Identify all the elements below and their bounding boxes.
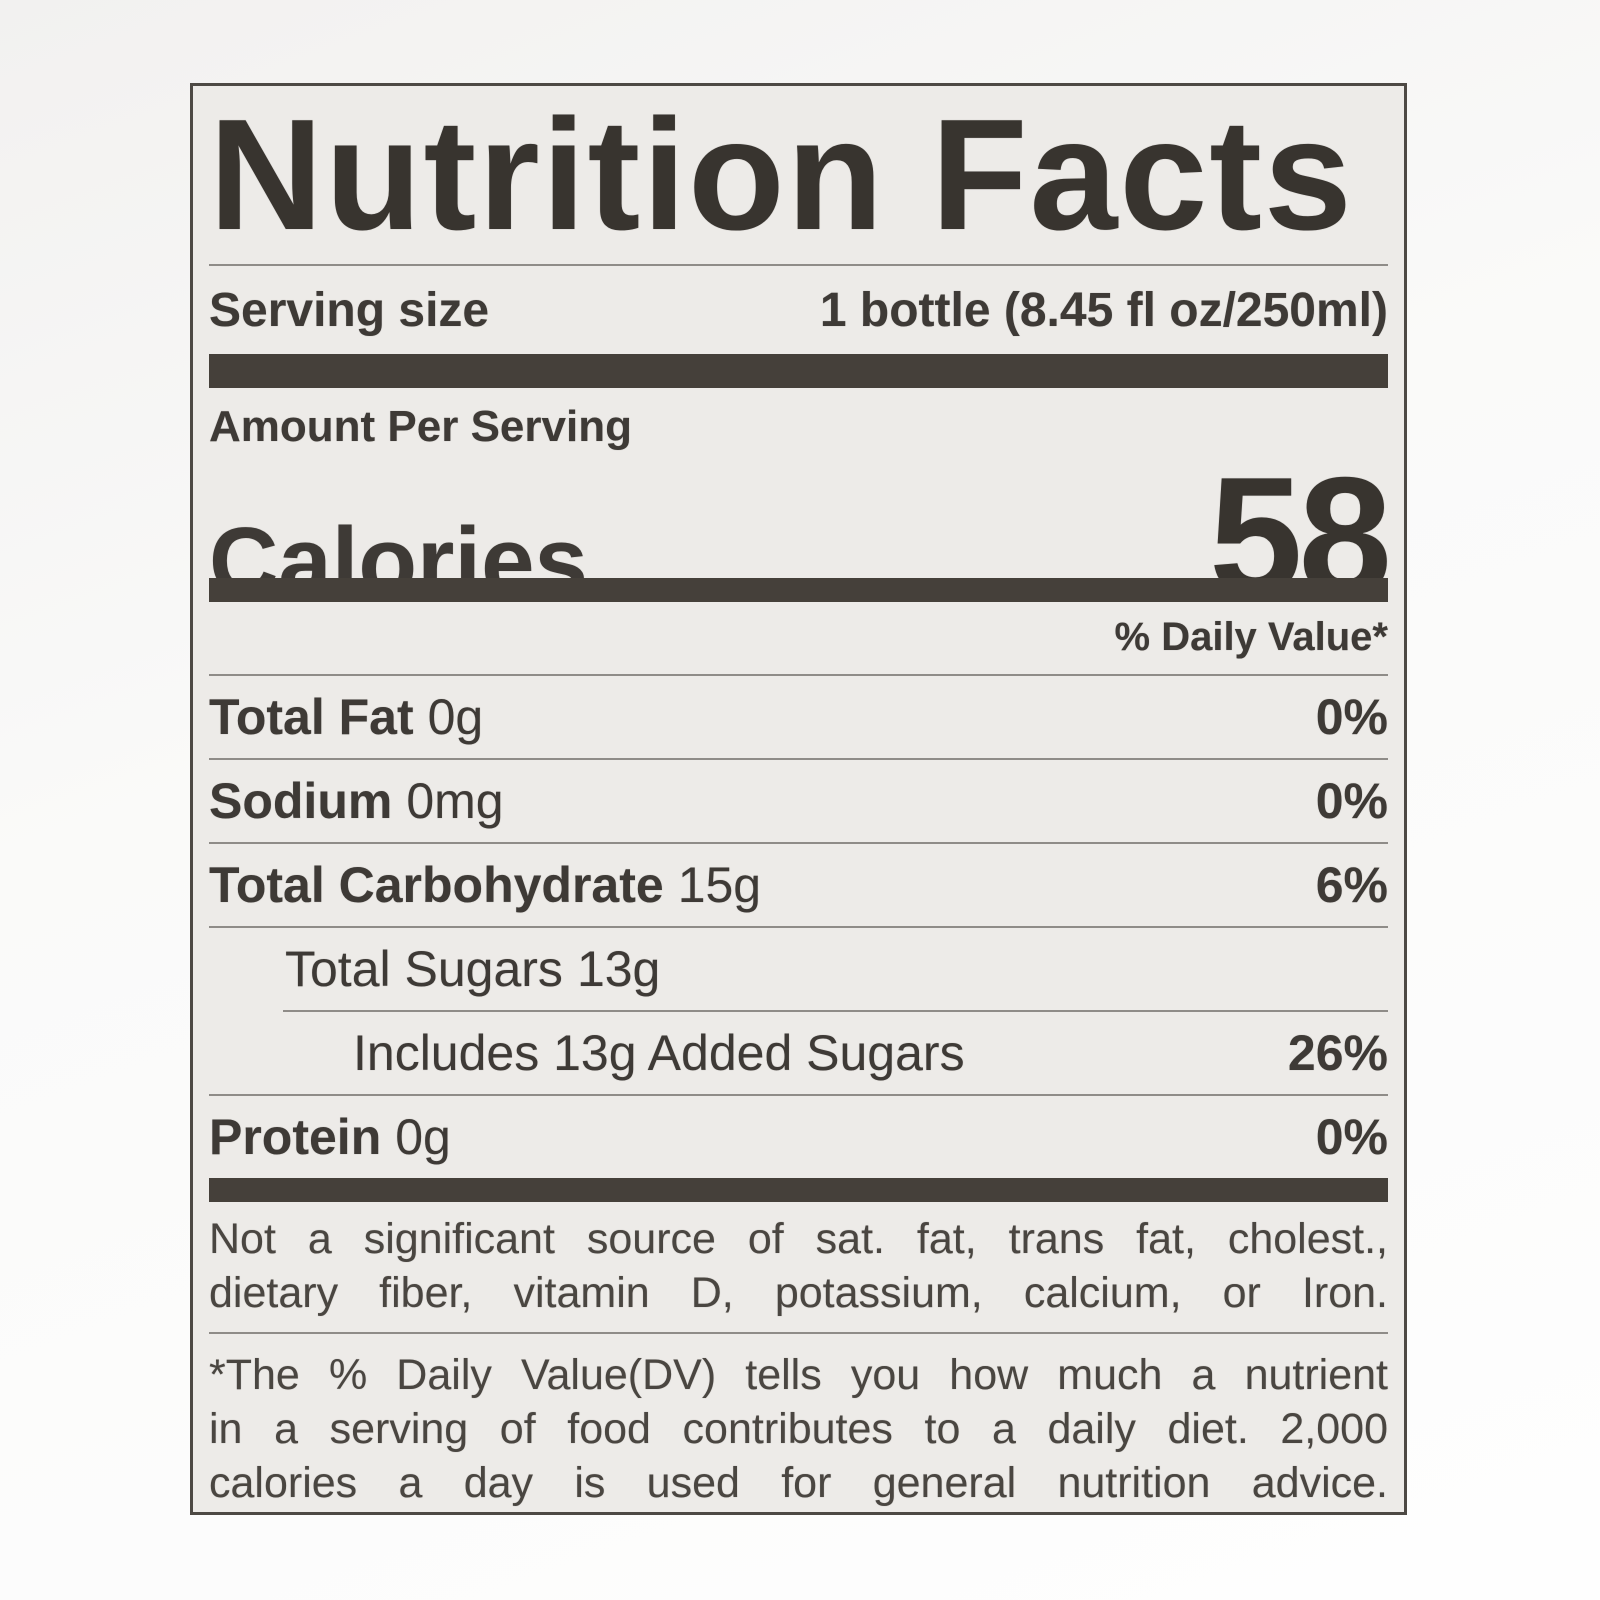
label-title: Nutrition Facts [209, 87, 1354, 263]
nutrient-daily-value: 26% [1287, 1025, 1388, 1081]
nutrition-facts-label: Nutrition Facts Serving size 1 bottle (8… [190, 83, 1407, 1515]
divider [209, 674, 1388, 676]
daily-value-header: % Daily Value* [1114, 615, 1388, 659]
divider-under-title [209, 264, 1388, 266]
thick-divider-bar-bottom [209, 1178, 1388, 1202]
nutrient-row-protein: Protein 0g 0% [209, 1096, 1388, 1178]
nutrient-row-total-fat: Total Fat 0g 0% [209, 676, 1388, 758]
amount-per-serving-label: Amount Per Serving [209, 402, 632, 451]
nutrient-amount: 0g [395, 1109, 451, 1165]
nutrient-row-sodium: Sodium 0mg 0% [209, 760, 1388, 842]
serving-size-label: Serving size [209, 283, 490, 337]
divider [209, 842, 1388, 844]
footnote-line: calories a day is used for general nutri… [209, 1459, 1388, 1507]
nutrient-amount: 0mg [406, 773, 504, 829]
divider-bar-under-calories [209, 578, 1388, 602]
divider-indented [283, 1010, 1388, 1012]
nutrient-row-total-carbohydrate: Total Carbohydrate 15g 6% [209, 844, 1388, 926]
divider [209, 1094, 1388, 1096]
nutrient-amount: 0g [427, 689, 484, 745]
thick-divider-bar-top [209, 354, 1388, 388]
nutrient-name: Sodium [209, 773, 393, 829]
nutrient-amount: 13g [576, 941, 661, 997]
nutrient-name: Includes 13g Added Sugars [353, 1025, 965, 1081]
serving-size-row: Serving size 1 bottle (8.45 fl oz/250ml) [209, 266, 1388, 354]
nutrient-daily-value: 6% [1315, 857, 1388, 913]
nutrient-daily-value: 0% [1315, 689, 1388, 745]
note-line: dietary fiber, vitamin D, potassium, cal… [209, 1269, 1388, 1317]
divider-above-footnote [209, 1332, 1388, 1334]
calories-row: Calories 58 [209, 452, 1392, 620]
nutrient-row-total-sugars: Total Sugars 13g [209, 928, 1388, 1010]
footnote-line: *The % Daily Value(DV) tells you how muc… [209, 1351, 1388, 1399]
not-significant-note: Not a significant source of sat. fat, tr… [209, 1202, 1388, 1332]
footnote-line: in a serving of food contributes to a da… [209, 1405, 1388, 1453]
nutrient-name: Protein [209, 1109, 382, 1165]
nutrient-daily-value: 0% [1315, 1109, 1388, 1165]
note-line: Not a significant source of sat. fat, tr… [209, 1215, 1388, 1263]
nutrient-name: Total Carbohydrate [209, 857, 664, 913]
nutrient-row-added-sugars: Includes 13g Added Sugars 26% [209, 1012, 1388, 1094]
daily-value-footnote: *The % Daily Value(DV) tells you how muc… [209, 1334, 1388, 1510]
nutrient-name: Total Fat [209, 689, 414, 745]
nutrient-amount: 15g [677, 857, 762, 913]
nutrient-daily-value: 0% [1315, 773, 1388, 829]
divider [209, 926, 1388, 928]
divider [209, 758, 1388, 760]
serving-size-value: 1 bottle (8.45 fl oz/250ml) [819, 283, 1388, 337]
nutrient-name: Total Sugars [285, 941, 563, 997]
